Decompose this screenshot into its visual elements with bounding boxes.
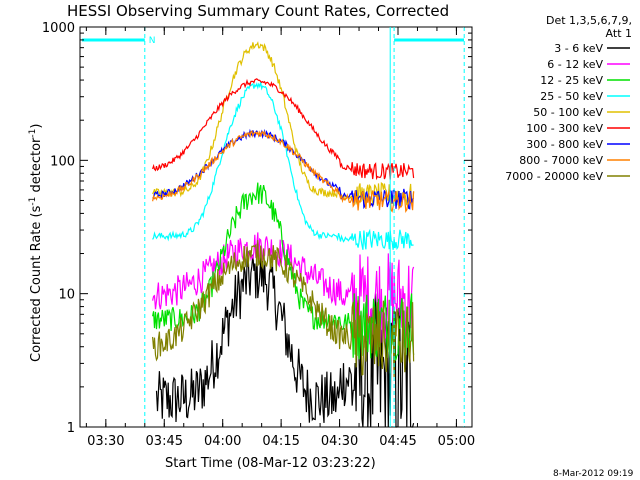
axis-ticks: 03:30 03:45 04:00 04:15 04:30 04:45 05:00 1 10 10…: [42, 21, 475, 449]
plot-frame: [79, 26, 473, 428]
legend-header: Att 1: [606, 27, 632, 40]
legend-label: 12 - 25 keV: [540, 74, 603, 87]
legend: Det 1,3,5,6,7,9,Att 13 - 6 keV 6 - 12 keV…: [505, 14, 632, 183]
series-line: [152, 41, 415, 208]
x-tick-label: 04:45: [379, 434, 416, 449]
series-line: [152, 182, 415, 362]
legend-label: 7000 - 20000 keV: [505, 170, 603, 183]
x-tick-label: 04:00: [204, 434, 241, 449]
x-tick-label: 04:15: [262, 434, 299, 449]
legend-label: 300 - 800 keV: [526, 138, 603, 151]
night-markers: N: [82, 27, 465, 427]
series-line: [152, 82, 414, 251]
night-label: N: [149, 36, 156, 46]
x-tick-label: 04:30: [321, 434, 358, 449]
legend-label: 25 - 50 keV: [540, 90, 603, 103]
y-tick-label: 1000: [42, 21, 75, 36]
x-tick-label: 03:45: [146, 434, 183, 449]
legend-label: 3 - 6 keV: [554, 42, 603, 55]
y-tick-label: 100: [50, 154, 75, 169]
legend-label: 50 - 100 keV: [533, 106, 603, 119]
y-axis-label: Corrected Count Rate (s-1 detector-1): [28, 124, 44, 362]
y-tick-label: 10: [58, 288, 75, 303]
series-line: [152, 130, 415, 214]
x-axis-label: Start Time (08-Mar-12 03:23:22): [165, 456, 376, 471]
legend-label: 100 - 300 keV: [526, 122, 603, 135]
legend-header: Det 1,3,5,6,7,9,: [546, 14, 632, 27]
y-tick-label: 1: [67, 421, 75, 436]
x-tick-label: 03:30: [87, 434, 124, 449]
legend-label: 800 - 7000 keV: [519, 154, 603, 167]
series-line: [155, 249, 415, 428]
legend-label: 6 - 12 keV: [547, 58, 603, 71]
x-tick-label: 05:00: [438, 434, 475, 449]
footer-date: 8-Mar-2012 09:19: [553, 469, 634, 479]
series-line: [152, 78, 415, 181]
series-group: [152, 41, 415, 428]
chart-title: HESSI Observing Summary Count Rates, Cor…: [67, 2, 449, 20]
series-line: [152, 239, 415, 378]
